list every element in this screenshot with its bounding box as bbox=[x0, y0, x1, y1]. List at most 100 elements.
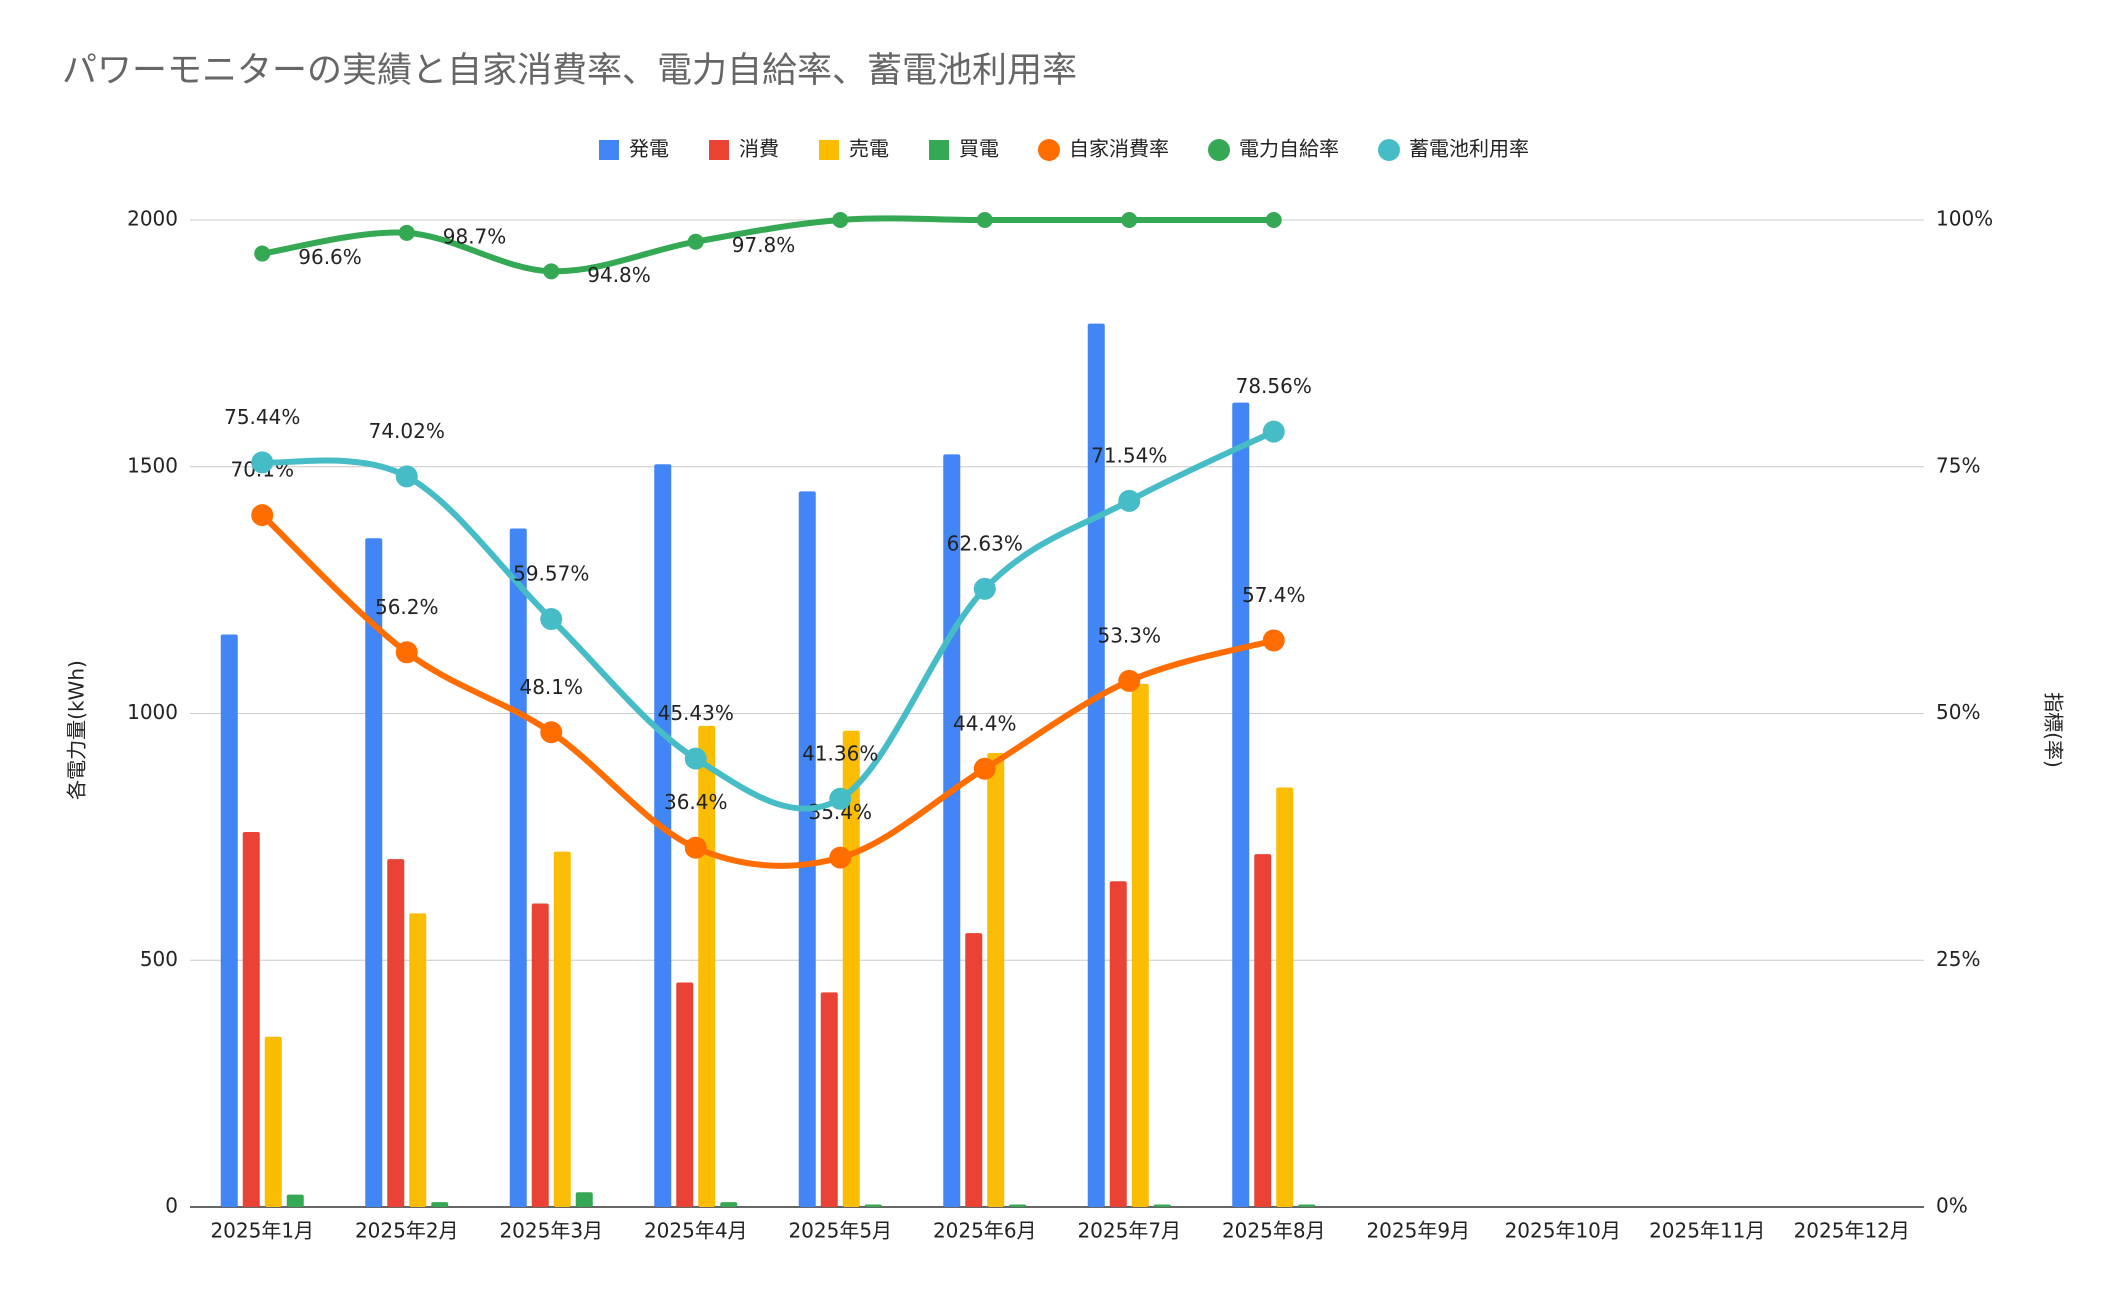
y-tick-label: 500 bbox=[140, 947, 178, 971]
line-marker bbox=[976, 212, 993, 228]
value-label: 57.4% bbox=[1242, 583, 1306, 607]
bar bbox=[864, 1204, 882, 1207]
bar bbox=[965, 933, 983, 1207]
bar bbox=[654, 464, 672, 1208]
legend-swatch bbox=[709, 140, 729, 160]
value-label: 71.54% bbox=[1091, 443, 1167, 467]
line-marker bbox=[251, 504, 274, 527]
value-label: 75.44% bbox=[224, 405, 300, 429]
y-tick-label: 0 bbox=[165, 1194, 178, 1218]
line-marker bbox=[832, 212, 849, 228]
bar bbox=[509, 528, 527, 1207]
line-marker bbox=[973, 757, 996, 780]
bar bbox=[798, 491, 816, 1207]
line-marker bbox=[684, 836, 707, 859]
x-tick-label: 2025年11月 bbox=[1649, 1219, 1765, 1243]
line-marker bbox=[1121, 212, 1138, 228]
bar bbox=[409, 913, 427, 1207]
x-tick-label: 2025年10月 bbox=[1505, 1219, 1621, 1243]
value-label: 62.63% bbox=[947, 531, 1023, 555]
y2-tick-label: 0% bbox=[1936, 1194, 1968, 1218]
line-marker bbox=[684, 747, 707, 770]
line bbox=[259, 215, 1277, 275]
y2-tick-label: 100% bbox=[1936, 207, 1993, 231]
value-label: 45.43% bbox=[658, 701, 734, 725]
legend-swatch bbox=[1208, 139, 1230, 161]
value-label: 44.4% bbox=[953, 711, 1017, 735]
bar bbox=[387, 859, 405, 1207]
value-label: 98.7% bbox=[443, 224, 507, 248]
bar bbox=[1276, 787, 1294, 1207]
line-marker bbox=[1262, 629, 1285, 652]
line bbox=[259, 428, 1277, 812]
bar bbox=[242, 831, 260, 1207]
y-tick-label: 2000 bbox=[127, 207, 178, 231]
bar bbox=[1087, 323, 1105, 1207]
legend-label: 売電 bbox=[849, 137, 889, 161]
bar bbox=[553, 851, 571, 1207]
x-tick-label: 2025年4月 bbox=[644, 1219, 748, 1243]
bar bbox=[943, 454, 961, 1208]
bar bbox=[1109, 881, 1127, 1207]
line-marker bbox=[251, 451, 274, 474]
legend-swatch bbox=[1378, 139, 1400, 161]
line-marker bbox=[973, 577, 996, 600]
bar bbox=[264, 1036, 282, 1207]
bar bbox=[1153, 1204, 1171, 1207]
bar bbox=[676, 982, 694, 1207]
bar bbox=[1298, 1204, 1316, 1207]
bar bbox=[531, 903, 549, 1207]
value-label: 94.8% bbox=[587, 263, 651, 287]
x-tick-label: 2025年6月 bbox=[933, 1219, 1037, 1243]
x-tick-label: 2025年9月 bbox=[1366, 1219, 1470, 1243]
bar bbox=[1009, 1204, 1027, 1207]
line bbox=[259, 512, 1277, 869]
chart-title: パワーモニターの実績と自家消費率、電力自給率、蓄電池利用率 bbox=[62, 51, 1077, 91]
value-label: 78.56% bbox=[1236, 374, 1312, 398]
x-tick-label: 2025年5月 bbox=[788, 1219, 892, 1243]
bar bbox=[820, 992, 838, 1207]
bar bbox=[1232, 402, 1250, 1208]
value-label: 97.8% bbox=[732, 233, 796, 257]
line-marker bbox=[540, 721, 563, 744]
x-tick-label: 2025年3月 bbox=[499, 1219, 603, 1243]
line-marker bbox=[687, 233, 704, 250]
line-marker bbox=[1118, 489, 1141, 512]
legend-label: 蓄電池利用率 bbox=[1409, 137, 1529, 161]
value-label: 59.57% bbox=[513, 562, 589, 586]
value-label: 53.3% bbox=[1097, 623, 1161, 647]
line-marker bbox=[1265, 212, 1282, 228]
x-tick-label: 2025年1月 bbox=[210, 1219, 314, 1243]
bar bbox=[365, 538, 383, 1207]
value-label: 41.36% bbox=[802, 741, 878, 765]
value-label: 56.2% bbox=[375, 595, 439, 619]
bar bbox=[220, 634, 238, 1207]
x-tick-label: 2025年12月 bbox=[1794, 1219, 1910, 1243]
bar bbox=[431, 1202, 449, 1207]
legend-label: 買電 bbox=[959, 137, 999, 161]
line-marker bbox=[398, 224, 415, 241]
x-tick-label: 2025年2月 bbox=[355, 1219, 459, 1243]
y-tick-label: 1000 bbox=[127, 700, 178, 724]
bar bbox=[720, 1202, 738, 1207]
bar bbox=[1131, 683, 1149, 1207]
y-tick-label: 1500 bbox=[127, 453, 178, 477]
bar bbox=[575, 1192, 593, 1207]
legend-swatch bbox=[819, 140, 839, 160]
bar bbox=[1254, 854, 1272, 1207]
y2-tick-label: 50% bbox=[1936, 700, 1980, 724]
legend-label: 自家消費率 bbox=[1069, 137, 1169, 161]
value-label: 74.02% bbox=[369, 419, 445, 443]
value-label: 96.6% bbox=[298, 245, 362, 269]
x-tick-label: 2025年7月 bbox=[1077, 1219, 1181, 1243]
line-marker bbox=[395, 641, 418, 664]
legend-swatch bbox=[929, 140, 949, 160]
y2-tick-label: 75% bbox=[1936, 453, 1980, 477]
line-marker bbox=[829, 787, 852, 810]
legend-label: 発電 bbox=[629, 137, 669, 161]
line-marker bbox=[543, 263, 560, 280]
y2-axis-title: 指標(率) bbox=[2042, 692, 2066, 768]
x-tick-label: 2025年8月 bbox=[1222, 1219, 1326, 1243]
